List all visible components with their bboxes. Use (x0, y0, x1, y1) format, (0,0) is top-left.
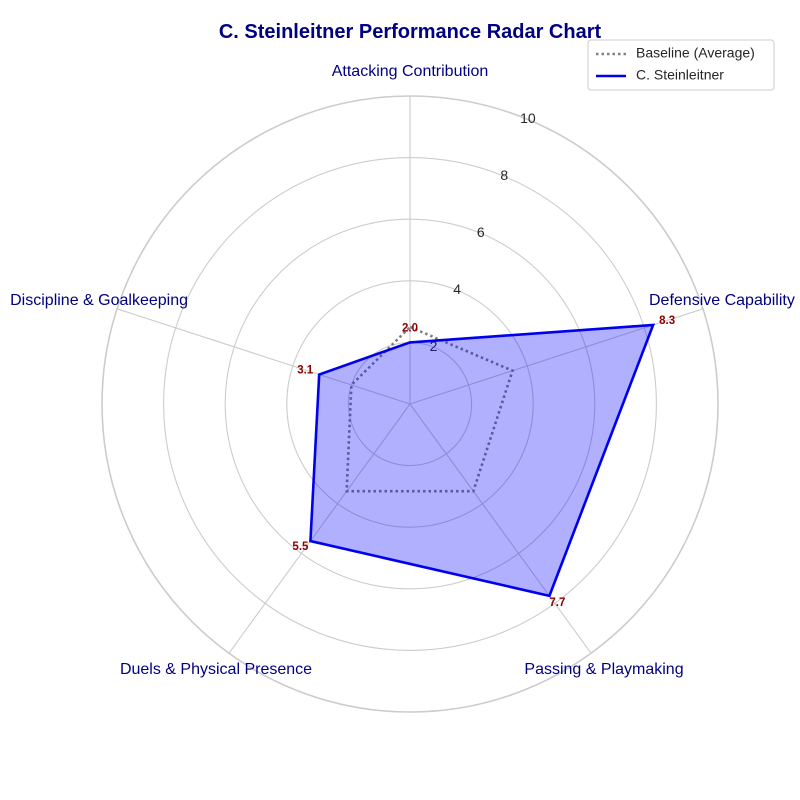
data-label: 5.5 (292, 541, 309, 553)
data-label: 3.1 (297, 365, 314, 377)
grid-spoke (409, 403, 592, 654)
radial-tick-label: 6 (477, 224, 485, 240)
radial-tick-label: 8 (500, 167, 508, 183)
axis-label: Defensive Capability (649, 292, 795, 309)
chart-title: C. Steinleitner Performance Radar Chart (219, 21, 602, 43)
legend: Baseline (Average) C. Steinleitner (587, 39, 775, 91)
labels-layer: 2.0 8.3 7.7 5.5 3.1 Attacking Contribution Def… (10, 63, 795, 678)
radial-tick-label: 4 (453, 281, 461, 297)
grid-spoke (116, 308, 411, 405)
series-baseline-line (345, 325, 515, 493)
axis-label: Discipline & Goalkeeping (10, 292, 188, 309)
legend-label: Baseline (Average) (636, 45, 755, 61)
axis-label: Passing & Playmaking (524, 661, 683, 678)
legend-box (587, 39, 775, 91)
data-label: 7.7 (549, 597, 565, 609)
axis-label: Duels & Physical Presence (120, 661, 312, 678)
radial-tick-label: 10 (520, 110, 536, 126)
series-player-line (309, 323, 656, 598)
series-player-area (310, 325, 654, 596)
grid-spoke (228, 403, 411, 654)
data-label: 2.0 (402, 322, 418, 334)
radar-grid: 2 4 6 8 10 (101, 95, 719, 713)
legend-label: C. Steinleitner (636, 67, 724, 83)
axis-label: Attacking Contribution (332, 63, 489, 80)
series-layer (309, 323, 656, 598)
radial-tick-label: 2 (430, 338, 438, 354)
data-label: 8.3 (659, 315, 675, 327)
